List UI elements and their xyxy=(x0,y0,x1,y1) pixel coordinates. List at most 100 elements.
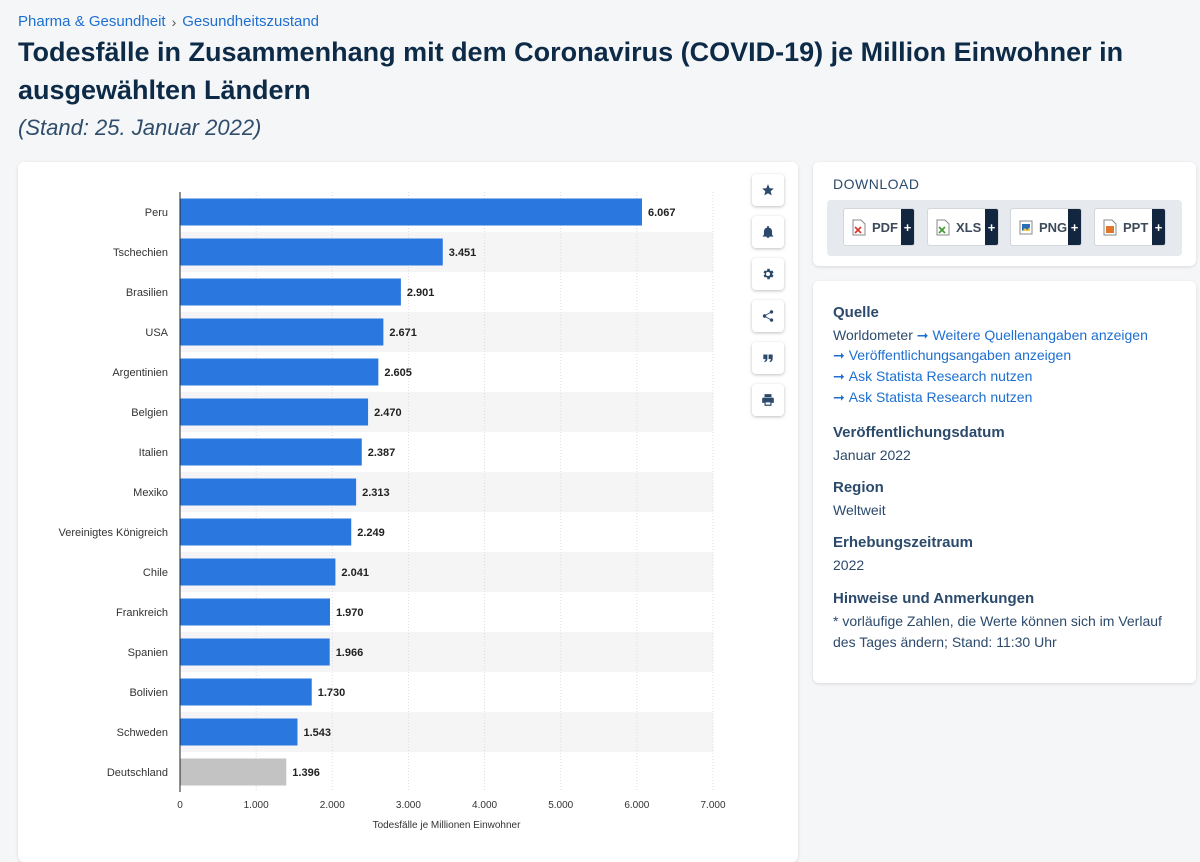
png-file-icon xyxy=(1019,220,1033,234)
bar xyxy=(180,478,357,506)
download-xls-label: XLS xyxy=(956,219,982,235)
more-sources-link[interactable]: Weitere Quellenangaben anzeigen xyxy=(932,327,1148,343)
chart-toolbar xyxy=(752,174,784,416)
share-button[interactable] xyxy=(752,300,784,332)
bar xyxy=(180,638,330,666)
bar xyxy=(180,198,642,226)
breadcrumb-link-gesundheitszustand[interactable]: Gesundheitszustand xyxy=(182,13,320,30)
bar xyxy=(180,678,312,706)
value-label: 1.396 xyxy=(292,767,320,779)
favorite-button[interactable] xyxy=(752,174,784,206)
region-value: Weltweit xyxy=(833,502,886,518)
value-label: 1.543 xyxy=(303,727,331,739)
notes-value: * vorläufige Zahlen, die Werte können si… xyxy=(833,613,1162,650)
breadcrumb-separator: › xyxy=(171,13,177,30)
star-icon xyxy=(762,184,774,196)
bar xyxy=(180,438,362,466)
category-label: Peru xyxy=(145,207,168,219)
value-label: 1.966 xyxy=(336,647,364,659)
plus-icon: + xyxy=(1068,209,1081,245)
x-tick-label: 1.000 xyxy=(244,800,269,811)
chart-card: Peru 6.067 Tschechien 3.451 Brasilien 2.901 US… xyxy=(18,162,798,862)
cite-button[interactable] xyxy=(752,342,784,374)
category-label: Argentinien xyxy=(112,367,168,379)
download-pdf-button[interactable]: PDF + xyxy=(843,208,915,246)
settings-button[interactable] xyxy=(752,258,784,290)
x-tick-label: 6.000 xyxy=(624,800,649,811)
print-button[interactable] xyxy=(752,384,784,416)
arrow-right-icon: ➞ xyxy=(833,368,845,384)
value-label: 2.470 xyxy=(374,407,402,419)
bar xyxy=(180,718,298,746)
download-title: DOWNLOAD xyxy=(833,176,920,192)
download-card: DOWNLOAD PDF + XLS + PNG + PPT + xyxy=(813,162,1196,266)
arrow-right-icon: ➞ xyxy=(833,347,845,363)
publication-date-heading: Veröffentlichungsdatum xyxy=(833,424,1005,441)
xls-file-icon xyxy=(936,219,950,235)
value-label: 2.313 xyxy=(362,487,390,499)
category-label: USA xyxy=(145,327,168,339)
download-ppt-label: PPT xyxy=(1123,219,1149,235)
arrow-right-icon: ➞ xyxy=(916,327,929,343)
gear-icon xyxy=(763,268,774,280)
value-label: 2.605 xyxy=(384,367,412,379)
pdf-file-icon xyxy=(852,219,866,235)
x-tick-label: 7.000 xyxy=(700,800,725,811)
bar xyxy=(180,358,379,386)
breadcrumb: Pharma & Gesundheit › Gesundheitszustand xyxy=(18,13,319,30)
download-bar: PDF + XLS + PNG + PPT + xyxy=(827,200,1182,256)
ask-research-link-label: Ask Statista Research nutzen xyxy=(848,368,1033,384)
category-label: Tschechien xyxy=(113,247,168,259)
value-label: 2.387 xyxy=(368,447,396,459)
publication-date-value: Januar 2022 xyxy=(833,447,911,463)
ask-research-link[interactable]: ➞ Ask Statista Research nutzen xyxy=(833,368,1032,385)
plus-icon: + xyxy=(985,209,998,245)
bar xyxy=(180,518,352,546)
ask-research-link-2-label: Ask Statista Research nutzen xyxy=(848,389,1033,405)
value-label: 2.041 xyxy=(341,567,369,579)
source-row: Worldometer ➞ Weitere Quellenangaben anze… xyxy=(833,325,1148,346)
category-label: Chile xyxy=(143,567,168,579)
bar xyxy=(180,318,384,346)
quote-icon xyxy=(763,354,773,363)
survey-period-value: 2022 xyxy=(833,557,865,573)
share-icon xyxy=(762,310,774,322)
bar xyxy=(180,398,369,426)
page-subtitle: (Stand: 25. Januar 2022) xyxy=(18,115,262,140)
survey-period-heading: Erhebungszeitraum xyxy=(833,534,974,551)
x-axis-title: Todesfälle je Millionen Einwohner xyxy=(373,820,522,831)
bar xyxy=(180,278,401,306)
category-label: Belgien xyxy=(131,407,168,419)
info-card: Quelle Worldometer ➞ Weitere Quellenangab… xyxy=(813,281,1196,683)
plus-icon: + xyxy=(1152,209,1165,245)
download-png-label: PNG xyxy=(1039,219,1068,235)
bar xyxy=(180,758,287,786)
notes-heading: Hinweise und Anmerkungen xyxy=(833,590,1035,607)
category-label: Schweden xyxy=(117,727,168,739)
category-label: Vereinigtes Königreich xyxy=(59,527,168,539)
page-title: Todesfälle in Zusammenhang mit dem Coron… xyxy=(18,37,1124,105)
x-tick-label: 0 xyxy=(177,800,183,811)
publication-info-link[interactable]: ➞ Veröffentlichungsangaben anzeigen xyxy=(833,347,1071,364)
plus-icon: + xyxy=(901,209,914,245)
publication-info-link-label: Veröffentlichungsangaben anzeigen xyxy=(848,347,1072,363)
x-tick-label: 5.000 xyxy=(548,800,573,811)
ask-research-link-2[interactable]: ➞ Ask Statista Research nutzen xyxy=(833,389,1032,406)
source-name: Worldometer xyxy=(833,327,913,343)
category-label: Mexiko xyxy=(133,487,168,499)
download-ppt-button[interactable]: PPT + xyxy=(1094,208,1166,246)
bar xyxy=(180,598,331,626)
bar-chart: Peru 6.067 Tschechien 3.451 Brasilien 2.901 US… xyxy=(59,192,726,831)
download-png-button[interactable]: PNG + xyxy=(1010,208,1082,246)
category-label: Deutschland xyxy=(107,767,168,779)
x-tick-label: 4.000 xyxy=(472,800,497,811)
value-label: 3.451 xyxy=(449,247,477,259)
source-heading: Quelle xyxy=(833,304,879,321)
x-tick-label: 3.000 xyxy=(396,800,421,811)
arrow-right-icon: ➞ xyxy=(833,389,845,405)
category-label: Bolivien xyxy=(129,687,168,699)
download-xls-button[interactable]: XLS + xyxy=(927,208,999,246)
value-label: 2.249 xyxy=(357,527,385,539)
breadcrumb-link-pharma[interactable]: Pharma & Gesundheit xyxy=(18,13,166,30)
notification-button[interactable] xyxy=(752,216,784,248)
